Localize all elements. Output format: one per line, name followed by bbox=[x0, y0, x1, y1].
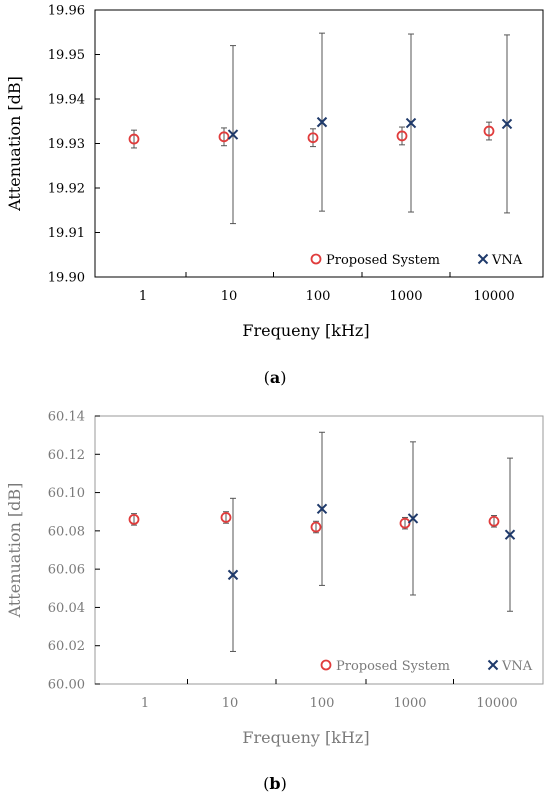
data-point-proposed-system bbox=[220, 512, 232, 523]
y-tick-label: 19.90 bbox=[48, 271, 85, 286]
x-tick-label: 1 bbox=[139, 289, 147, 304]
x-tick-label: 10 bbox=[222, 696, 239, 711]
data-point-proposed-system bbox=[307, 132, 319, 144]
data-point-vna bbox=[227, 129, 239, 140]
y-axis-title: Attenuation [dB] bbox=[5, 76, 24, 212]
x-axis-title: Frequeny [kHz] bbox=[242, 728, 369, 747]
legend-label-proposed-system: Proposed System bbox=[326, 253, 440, 268]
y-tick-label: 19.96 bbox=[48, 4, 85, 19]
data-point-vna bbox=[227, 569, 239, 581]
legend-label-vna: VNA bbox=[491, 253, 523, 268]
x-marker-stroke bbox=[316, 503, 328, 515]
data-point-vna bbox=[405, 117, 417, 129]
legend-label-proposed-system: Proposed System bbox=[336, 659, 450, 674]
x-tick-label: 1 bbox=[141, 696, 149, 711]
x-marker-stroke bbox=[227, 129, 239, 140]
legend: Proposed System VNA bbox=[310, 253, 523, 268]
chart-panel-a: 19.90 19.91 19.92 19.93 19.94 19.95 19.96 1 10 10… bbox=[5, 4, 544, 387]
y-tick-label: 19.91 bbox=[48, 226, 85, 241]
legend-label-vna: VNA bbox=[501, 659, 533, 674]
y-tick-label: 19.92 bbox=[48, 182, 85, 197]
data-point-vna bbox=[316, 503, 328, 515]
data-point-vna bbox=[501, 118, 513, 130]
plot-frame bbox=[94, 9, 544, 278]
y-tick-label: 60.08 bbox=[48, 524, 85, 539]
x-tick-label: 100 bbox=[306, 289, 331, 304]
data-point-proposed-system bbox=[218, 131, 230, 143]
y-tick-label: 19.93 bbox=[48, 137, 85, 152]
legend-marker-proposed-system bbox=[320, 659, 332, 671]
data-point-proposed-system bbox=[128, 513, 140, 525]
legend-marker-vna bbox=[477, 253, 489, 265]
panel-label: (b) bbox=[263, 774, 287, 793]
y-tick-label: 19.95 bbox=[48, 48, 85, 63]
x-tick-label: 1000 bbox=[393, 696, 426, 711]
legend-marker-proposed-system bbox=[310, 253, 322, 265]
legend-marker-vna bbox=[487, 659, 499, 671]
panel-label: (a) bbox=[264, 368, 287, 387]
y-tick-label: 60.02 bbox=[48, 639, 85, 654]
x-marker-stroke bbox=[316, 116, 328, 128]
plot-frame bbox=[94, 415, 544, 685]
y-tick-label: 19.94 bbox=[48, 93, 85, 108]
x-tick-label: 10000 bbox=[473, 289, 514, 304]
data-point-proposed-system bbox=[128, 133, 140, 145]
data-point-proposed-system bbox=[396, 130, 408, 142]
y-tick-label: 60.10 bbox=[48, 486, 85, 501]
data-point-proposed-system bbox=[310, 521, 322, 533]
chart-panel-b: 60.00 60.02 60.04 60.06 60.08 60.10 60.12 60.14… bbox=[5, 410, 544, 793]
x-axis-title: Frequeny [kHz] bbox=[242, 321, 369, 340]
y-tick-label: 60.06 bbox=[48, 563, 85, 578]
data-point-vna bbox=[316, 116, 328, 128]
y-tick-label: 60.04 bbox=[48, 601, 85, 616]
data-point-proposed-system bbox=[488, 515, 500, 527]
x-marker-stroke bbox=[504, 529, 516, 540]
x-tick-label: 10000 bbox=[476, 696, 517, 711]
y-axis-title: Attenuation [dB] bbox=[5, 483, 24, 619]
x-tick-label: 10 bbox=[221, 289, 238, 304]
data-point-vna bbox=[407, 513, 419, 524]
data-point-vna bbox=[504, 529, 516, 540]
y-tick-label: 60.14 bbox=[48, 410, 85, 425]
x-marker-stroke bbox=[501, 118, 513, 130]
x-marker-stroke bbox=[407, 513, 419, 524]
y-tick-label: 60.00 bbox=[48, 678, 85, 693]
y-tick-label: 60.12 bbox=[48, 448, 85, 463]
legend: Proposed System VNA bbox=[320, 659, 533, 674]
x-marker-stroke bbox=[405, 117, 417, 129]
data-point-proposed-system bbox=[483, 125, 495, 137]
x-tick-label: 1000 bbox=[389, 289, 422, 304]
x-tick-label: 100 bbox=[310, 696, 335, 711]
x-marker-stroke bbox=[227, 569, 239, 581]
